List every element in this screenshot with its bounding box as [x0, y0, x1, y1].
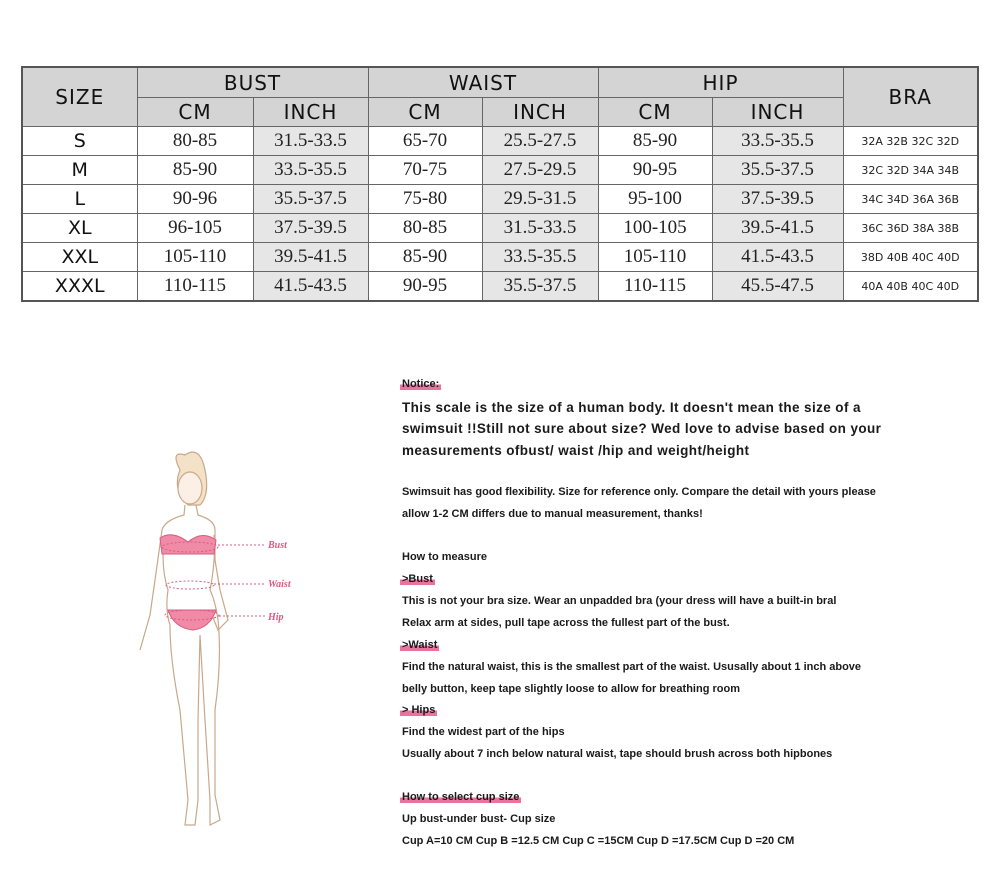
- header-waist: WAIST: [367, 66, 599, 98]
- cell-waist-cm: 65-70: [367, 126, 483, 156]
- cell-waist-cm: 75-80: [367, 184, 483, 214]
- cell-bra: 36C 36D 38A 38B: [842, 213, 979, 243]
- cell-hip-cm: 95-100: [597, 184, 713, 214]
- body-measurement-illustration: Bust Waist Hip: [139, 451, 292, 826]
- notice-line: measurements ofbust/ waist /hip and weig…: [402, 443, 750, 458]
- cell-waist-in: 25.5-27.5: [481, 126, 599, 156]
- cell-size: XXL: [21, 242, 138, 272]
- header-hip-inch: INCH: [711, 97, 844, 127]
- cell-waist-cm: 70-75: [367, 155, 483, 185]
- cell-bra: 32C 32D 34A 34B: [842, 155, 979, 185]
- cell-bust-cm: 96-105: [136, 213, 254, 243]
- cell-bust-cm: 90-96: [136, 184, 254, 214]
- cup-size-heading: How to select cup size: [400, 791, 522, 803]
- waist-heading: >Waist: [400, 639, 440, 651]
- cell-size: XXXL: [21, 271, 138, 302]
- cell-hip-in: 45.5-47.5: [711, 271, 844, 302]
- header-waist-inch: INCH: [481, 97, 599, 127]
- cell-bra: 32A 32B 32C 32D: [842, 126, 979, 156]
- cell-waist-in: 29.5-31.5: [481, 184, 599, 214]
- cell-waist-cm: 85-90: [367, 242, 483, 272]
- cell-waist-cm: 90-95: [367, 271, 483, 302]
- cell-bust-in: 31.5-33.5: [252, 126, 369, 156]
- cell-waist-cm: 80-85: [367, 213, 483, 243]
- cell-hip-in: 35.5-37.5: [711, 155, 844, 185]
- hips-line: Find the widest part of the hips: [402, 726, 565, 738]
- waist-line: belly button, keep tape slightly loose t…: [402, 683, 740, 695]
- cup-line: Up bust-under bust- Cup size: [402, 813, 556, 825]
- cell-size: L: [21, 184, 138, 214]
- cell-size: S: [21, 126, 138, 156]
- cell-size: M: [21, 155, 138, 185]
- cell-size: XL: [21, 213, 138, 243]
- cell-bust-in: 37.5-39.5: [252, 213, 369, 243]
- notice-heading: Notice:: [400, 378, 442, 390]
- size-chart-table: SIZE BUST WAIST HIP BRA CM INCH CM INCH …: [21, 66, 979, 302]
- waist-label: Waist: [268, 579, 292, 590]
- header-bust: BUST: [136, 66, 369, 98]
- cell-bra: 38D 40B 40C 40D: [842, 242, 979, 272]
- header-size: SIZE: [21, 66, 138, 127]
- cell-bra: 40A 40B 40C 40D: [842, 271, 979, 302]
- cell-hip-in: 41.5-43.5: [711, 242, 844, 272]
- cell-hip-cm: 110-115: [597, 271, 713, 302]
- table-row: S 80-85 31.5-33.5 65-70 25.5-27.5 85-90 33.5-3…: [21, 126, 979, 156]
- cell-bust-in: 33.5-35.5: [252, 155, 369, 185]
- cell-waist-in: 31.5-33.5: [481, 213, 599, 243]
- hips-line: Usually about 7 inch below natural waist…: [402, 748, 833, 760]
- notice-line: This scale is the size of a human body. …: [402, 400, 861, 415]
- table-row: XL 96-105 37.5-39.5 80-85 31.5-33.5 100-105 39…: [21, 213, 979, 243]
- bust-label: Bust: [267, 540, 288, 551]
- notice-line: swimsuit !!Still not sure about size? We…: [402, 421, 882, 436]
- cell-bust-cm: 85-90: [136, 155, 254, 185]
- header-bust-cm: CM: [136, 97, 254, 127]
- cell-hip-cm: 85-90: [597, 126, 713, 156]
- cell-waist-in: 35.5-37.5: [481, 271, 599, 302]
- cell-hip-cm: 105-110: [597, 242, 713, 272]
- bust-heading: >Bust: [400, 573, 435, 585]
- header-bra: BRA: [842, 66, 979, 127]
- cell-bust-cm: 110-115: [136, 271, 254, 302]
- table-row: XXL 105-110 39.5-41.5 85-90 33.5-35.5 105-110…: [21, 242, 979, 272]
- cell-bust-in: 39.5-41.5: [252, 242, 369, 272]
- cell-bust-cm: 105-110: [136, 242, 254, 272]
- cell-bust-in: 41.5-43.5: [252, 271, 369, 302]
- header-waist-cm: CM: [367, 97, 483, 127]
- flex-line: Swimsuit has good flexibility. Size for …: [402, 486, 876, 498]
- flex-line: allow 1-2 CM differs due to manual measu…: [402, 508, 703, 520]
- hips-heading: > Hips: [400, 704, 438, 716]
- header-hip: HIP: [597, 66, 844, 98]
- how-to-measure-heading: How to measure: [402, 551, 487, 563]
- bust-marker: [159, 534, 217, 555]
- cell-waist-in: 27.5-29.5: [481, 155, 599, 185]
- cell-hip-cm: 90-95: [597, 155, 713, 185]
- header-hip-cm: CM: [597, 97, 713, 127]
- cell-bust-in: 35.5-37.5: [252, 184, 369, 214]
- waist-line: Find the natural waist, this is the smal…: [402, 661, 862, 673]
- cell-hip-in: 33.5-35.5: [711, 126, 844, 156]
- hip-label: Hip: [267, 612, 284, 623]
- cell-waist-in: 33.5-35.5: [481, 242, 599, 272]
- table-row: L 90-96 35.5-37.5 75-80 29.5-31.5 95-100 37.5-…: [21, 184, 979, 214]
- table-row: XXXL 110-115 41.5-43.5 90-95 35.5-37.5 110-11…: [21, 271, 979, 302]
- cell-bra: 34C 34D 36A 36B: [842, 184, 979, 214]
- header-bust-inch: INCH: [252, 97, 369, 127]
- cell-hip-in: 37.5-39.5: [711, 184, 844, 214]
- cell-bust-cm: 80-85: [136, 126, 254, 156]
- bust-line: Relax arm at sides, pull tape across the…: [402, 617, 730, 629]
- cell-hip-in: 39.5-41.5: [711, 213, 844, 243]
- bust-line: This is not your bra size. Wear an unpad…: [402, 595, 837, 607]
- cup-line: Cup A=10 CM Cup B =12.5 CM Cup C =15CM C…: [402, 835, 795, 847]
- cell-hip-cm: 100-105: [597, 213, 713, 243]
- table-row: M 85-90 33.5-35.5 70-75 27.5-29.5 90-95 35.5-3…: [21, 155, 979, 185]
